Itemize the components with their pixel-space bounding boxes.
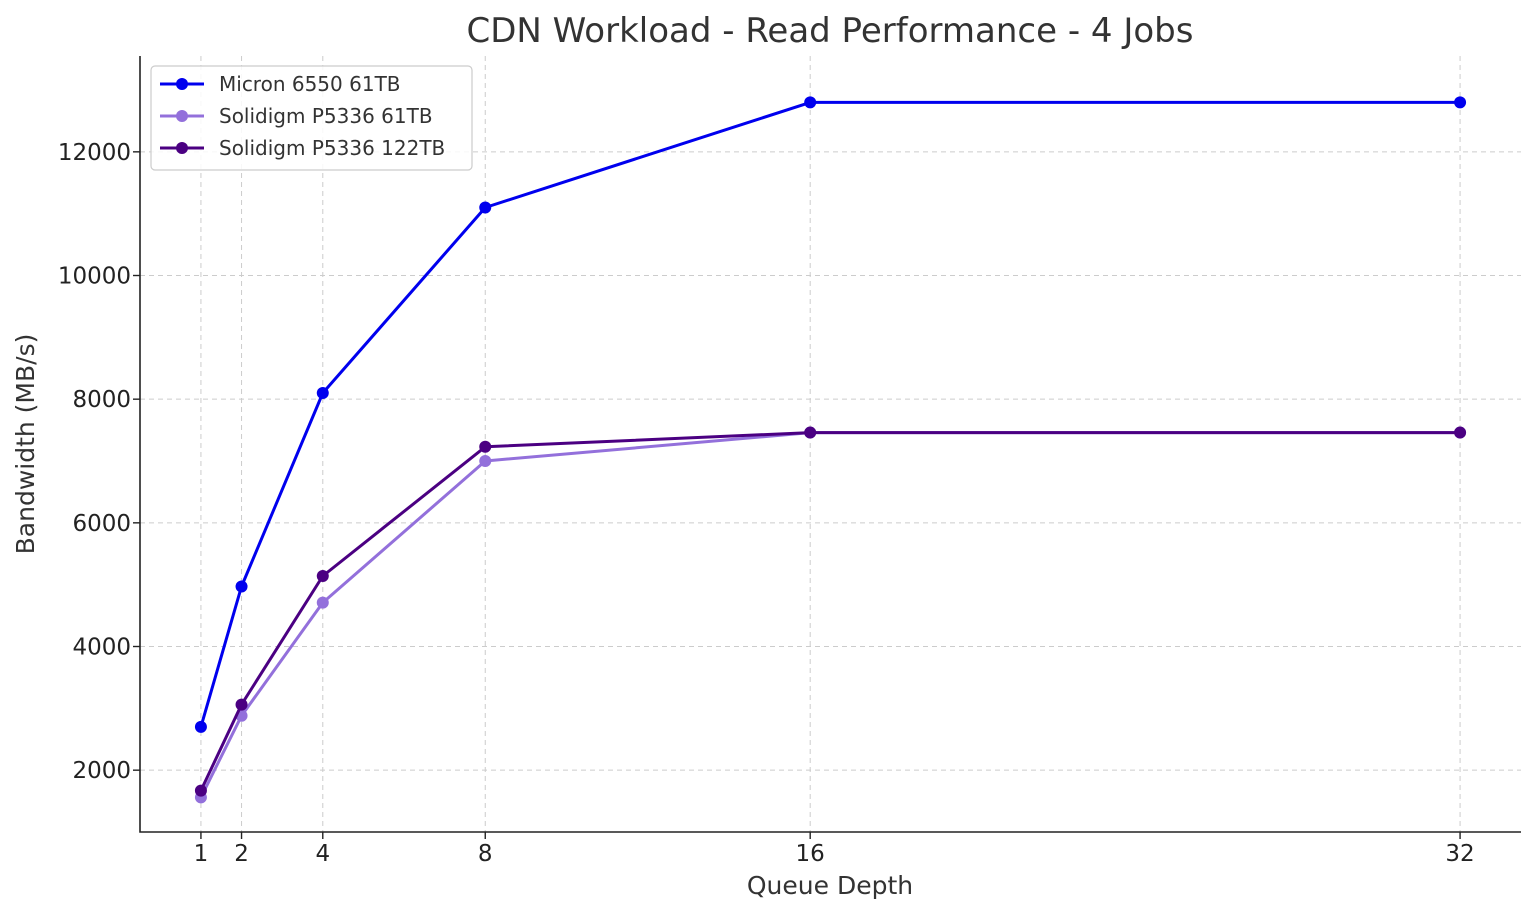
x-axis-ticks: 1 2 4 8 16 32 [194,832,1475,867]
legend-swatch-marker [176,78,188,90]
x-tick-label: 2 [234,841,249,867]
chart-title: CDN Workload - Read Performance - 4 Jobs [467,11,1194,51]
series-1-point [316,386,329,399]
series-line-3 [199,431,1461,792]
series-1-point [1454,96,1467,109]
y-axis-ticks: 2000 4000 6000 8000 10000 12000 [58,140,140,784]
grid-lines [140,56,1521,832]
series-3-point [235,698,248,711]
x-tick-label: 4 [315,841,330,867]
series-1-point [479,201,492,214]
series-3-point [804,426,817,439]
y-tick-label: 8000 [72,387,131,413]
series-3-point [479,440,492,453]
y-axis-label: Bandwidth (MB/s) [11,334,40,555]
series-1-point [235,580,248,593]
axes-spines [139,56,1521,833]
series-line-1 [199,100,1461,728]
series-3-point [194,784,207,797]
series-1-point [194,720,207,733]
legend-box [150,65,473,171]
x-tick-label: 16 [796,841,825,867]
series-3-point [1454,426,1467,439]
legend-entry-label: Solidigm P5336 122TB [219,136,445,160]
plot-area [194,96,1467,804]
series-2-point [479,455,492,468]
x-tick-label: 32 [1445,841,1474,867]
y-tick-label: 2000 [72,758,131,784]
series-2-point [316,596,329,609]
series-1-point [804,96,817,109]
y-tick-label: 6000 [72,511,131,537]
y-tick-label: 10000 [58,264,131,290]
legend-entry-label: Micron 6550 61TB [219,72,401,96]
series-line-2 [199,431,1461,799]
x-tick-label: 1 [194,841,209,867]
x-tick-label: 8 [478,841,493,867]
y-tick-label: 4000 [72,635,131,661]
series-3-point [316,570,329,583]
legend-swatch-marker [176,110,188,122]
x-axis-label: Queue Depth [747,871,913,900]
legend: Micron 6550 61TB Solidigm P5336 61TB Solid… [150,65,473,171]
legend-entry-label: Solidigm P5336 61TB [219,104,433,128]
legend-swatch-marker [176,142,188,154]
y-tick-label: 12000 [58,140,131,166]
